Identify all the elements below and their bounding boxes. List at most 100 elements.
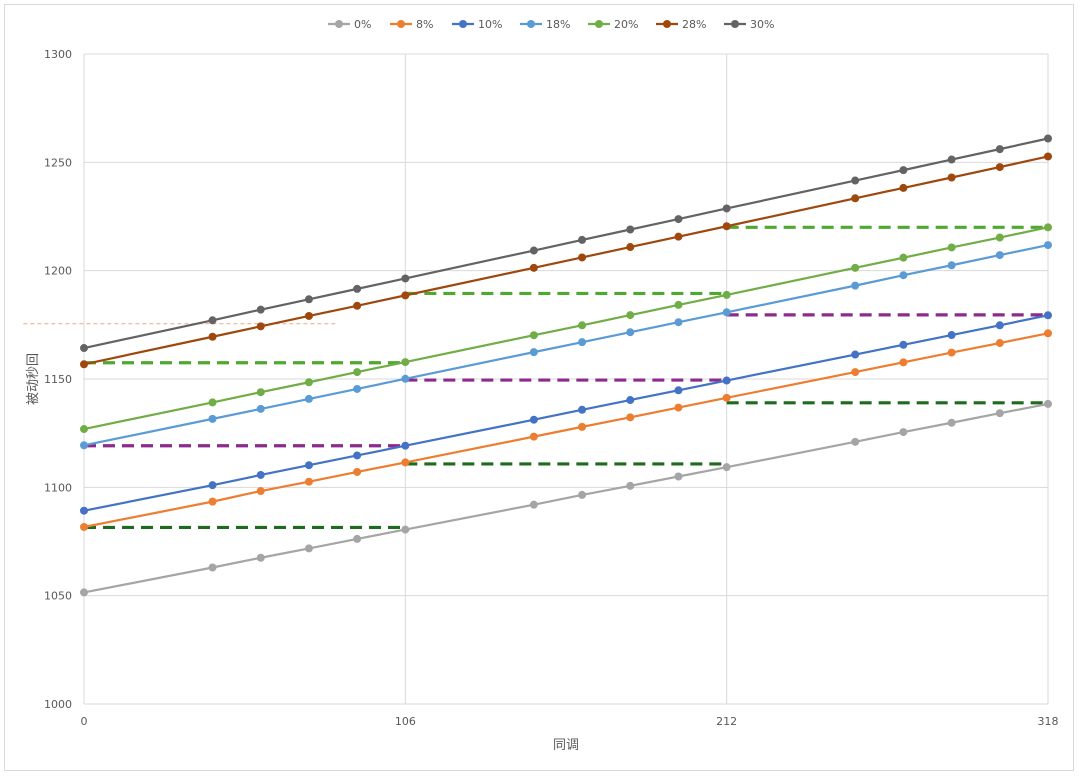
legend-item: 0% — [328, 18, 371, 31]
data-point — [947, 243, 956, 252]
legend-marker — [397, 20, 405, 28]
legend-item: 20% — [588, 18, 638, 31]
data-point — [722, 376, 731, 385]
data-point — [80, 588, 88, 597]
data-point — [529, 415, 538, 424]
x-tick-label: 318 — [1038, 715, 1059, 728]
data-point — [529, 263, 538, 272]
data-point — [626, 311, 635, 320]
data-point — [401, 274, 410, 283]
data-point — [947, 261, 956, 270]
data-point — [722, 204, 731, 213]
data-point — [899, 183, 908, 192]
data-point — [529, 500, 538, 509]
data-point — [353, 384, 362, 393]
legend-marker — [595, 20, 603, 28]
legend-marker — [527, 20, 535, 28]
x-tick-label: 106 — [395, 715, 416, 728]
data-point — [947, 173, 956, 182]
data-point — [722, 463, 731, 472]
legend-label: 0% — [354, 18, 371, 31]
data-point — [80, 425, 88, 434]
data-point — [722, 290, 731, 299]
data-point — [626, 413, 635, 422]
data-point — [256, 553, 265, 562]
series-line — [83, 332, 1049, 529]
data-point — [578, 490, 587, 499]
data-point — [1044, 329, 1052, 338]
chart-frame — [4, 4, 1074, 771]
data-point — [851, 350, 860, 359]
data-point — [353, 451, 362, 460]
data-point — [529, 331, 538, 340]
x-tick-label: 212 — [716, 715, 737, 728]
data-point — [208, 414, 217, 423]
data-point — [208, 332, 217, 341]
data-point — [353, 534, 362, 543]
data-point — [401, 458, 410, 467]
data-point — [947, 331, 956, 340]
data-point — [674, 472, 683, 481]
series-line — [83, 226, 1049, 431]
x-axis-title: 同调 — [553, 738, 579, 753]
legend-marker — [459, 20, 467, 28]
series-line — [83, 155, 1049, 366]
data-point — [304, 295, 313, 304]
legend-label: 28% — [682, 18, 706, 31]
data-point — [626, 243, 635, 252]
y-tick-label: 1300 — [44, 48, 72, 61]
data-point — [995, 251, 1004, 260]
data-point — [674, 386, 683, 395]
data-point — [722, 393, 731, 402]
data-point — [899, 166, 908, 175]
series-line — [83, 402, 1049, 594]
y-tick-label: 1250 — [44, 156, 72, 169]
legend-label: 10% — [478, 18, 502, 31]
legend-marker — [663, 20, 671, 28]
data-point — [256, 305, 265, 314]
legend-item: 8% — [390, 18, 433, 31]
legend-item: 18% — [520, 18, 570, 31]
data-point — [851, 176, 860, 185]
data-point — [1044, 399, 1052, 408]
legend: 0% 8% 10% 18% 20% 28% 30% — [328, 18, 774, 31]
data-point — [626, 481, 635, 490]
data-point — [674, 318, 683, 327]
data-point — [578, 422, 587, 431]
y-axis-ticks: 1000 1050 1100 1150 1200 1250 1300 — [44, 48, 72, 711]
data-point — [304, 394, 313, 403]
data-point — [995, 321, 1004, 330]
data-point — [208, 497, 217, 506]
data-point — [304, 311, 313, 320]
data-point — [995, 233, 1004, 242]
legend-item: 30% — [724, 18, 774, 31]
data-point — [353, 301, 362, 310]
data-point — [208, 563, 217, 572]
data-point — [899, 253, 908, 262]
data-point — [401, 525, 410, 534]
data-point — [208, 316, 217, 325]
data-point — [674, 403, 683, 412]
data-point — [899, 428, 908, 437]
data-point — [674, 215, 683, 224]
data-point — [208, 398, 217, 407]
data-point — [529, 246, 538, 255]
data-point — [80, 441, 88, 450]
series-28pct — [80, 152, 1052, 369]
data-point — [353, 467, 362, 476]
data-point — [353, 284, 362, 293]
data-point — [304, 378, 313, 387]
data-point — [851, 437, 860, 446]
data-point — [1044, 311, 1052, 320]
data-point — [626, 328, 635, 337]
data-point — [947, 418, 956, 427]
data-point — [995, 339, 1004, 348]
data-point — [578, 253, 587, 262]
data-point — [1044, 152, 1052, 161]
data-point — [578, 235, 587, 244]
y-tick-label: 1000 — [44, 698, 72, 711]
data-point — [256, 322, 265, 331]
data-point — [899, 271, 908, 280]
data-point — [80, 506, 88, 515]
